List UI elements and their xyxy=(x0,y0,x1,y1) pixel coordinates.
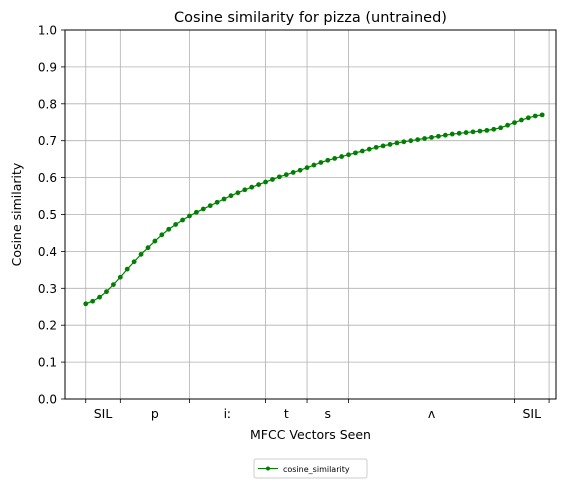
data-point xyxy=(525,115,531,121)
y-tick-label: 0.2 xyxy=(38,319,57,333)
data-point xyxy=(173,222,179,227)
data-point xyxy=(200,206,206,212)
y-tick-label: 0.6 xyxy=(38,171,57,185)
x-tick-label: t xyxy=(284,406,289,421)
y-tick-label: 0.4 xyxy=(38,245,57,259)
data-point xyxy=(159,232,165,238)
data-point xyxy=(297,167,303,173)
chart-title: Cosine similarity for pizza (untrained) xyxy=(174,10,447,26)
data-point xyxy=(242,187,248,193)
series-line xyxy=(85,114,543,305)
data-point xyxy=(491,126,497,132)
data-point xyxy=(325,157,331,163)
y-tick-label: 0.0 xyxy=(38,393,57,407)
data-point xyxy=(505,122,510,128)
legend-marker-swatch xyxy=(266,466,270,471)
data-point xyxy=(366,146,372,152)
data-point xyxy=(380,143,386,149)
data-point xyxy=(373,144,379,150)
data-point xyxy=(456,130,462,136)
x-tick-label: s xyxy=(325,406,332,421)
x-tick-label: ʌ xyxy=(428,406,436,421)
data-point xyxy=(346,152,351,158)
data-point xyxy=(311,162,317,168)
data-point xyxy=(152,238,158,244)
data-point xyxy=(436,133,441,139)
data-point xyxy=(187,213,192,219)
data-point xyxy=(83,301,89,307)
data-point xyxy=(228,193,234,199)
data-point xyxy=(442,132,448,138)
data-point xyxy=(477,128,483,134)
data-point xyxy=(283,172,289,178)
data-series xyxy=(83,112,545,307)
data-point xyxy=(145,245,151,251)
y-tick-label: 0.7 xyxy=(38,134,57,148)
data-point xyxy=(90,298,96,304)
data-point xyxy=(498,125,504,131)
data-point xyxy=(249,184,255,190)
data-point xyxy=(290,170,296,175)
data-point xyxy=(484,127,490,133)
data-point xyxy=(353,150,358,156)
data-point xyxy=(117,274,123,280)
x-axis-ticks: SIL p iː t s ʌ SIL xyxy=(85,399,550,421)
grid-lines xyxy=(65,29,556,400)
y-tick-label: 1.0 xyxy=(38,24,57,38)
data-point xyxy=(111,282,116,288)
x-tick-label: SIL xyxy=(522,406,541,421)
data-point xyxy=(304,165,310,171)
data-point xyxy=(429,134,434,140)
data-point xyxy=(97,294,102,300)
y-tick-label: 0.9 xyxy=(38,60,57,74)
data-point xyxy=(539,112,545,118)
data-point xyxy=(193,209,199,215)
legend: cosine_similarity xyxy=(253,458,368,479)
y-axis-ticks: 0.0 0.1 0.2 0.3 0.4 0.5 0.6 0.7 0.8 0.9 1.0 xyxy=(38,24,65,407)
data-point xyxy=(532,113,538,119)
data-point xyxy=(180,217,185,223)
data-point xyxy=(519,117,524,123)
y-tick-label: 0.1 xyxy=(38,356,57,370)
data-point xyxy=(408,138,414,144)
legend-label: cosine_similarity xyxy=(283,465,350,474)
data-point xyxy=(104,289,109,295)
data-point xyxy=(415,137,421,142)
data-point xyxy=(470,129,476,135)
data-point xyxy=(339,154,345,159)
data-point xyxy=(359,148,365,154)
y-axis-label: Cosine similarity xyxy=(9,162,24,266)
data-point xyxy=(387,141,393,147)
x-tick-label: SIL xyxy=(94,406,113,421)
data-point xyxy=(207,203,213,209)
x-tick-label: p xyxy=(151,406,159,421)
data-point xyxy=(449,131,455,137)
data-point xyxy=(214,199,220,205)
y-tick-label: 0.5 xyxy=(38,208,57,222)
x-axis-label: MFCC Vectors Seen xyxy=(250,427,371,442)
data-point xyxy=(394,140,400,146)
legend-box xyxy=(253,458,368,479)
data-point xyxy=(263,179,268,185)
data-point xyxy=(512,120,517,126)
data-point xyxy=(463,130,469,135)
data-point xyxy=(276,174,282,180)
y-tick-label: 0.8 xyxy=(38,97,57,111)
data-point xyxy=(166,226,172,232)
data-point xyxy=(235,190,241,196)
data-point xyxy=(256,182,262,188)
data-point xyxy=(270,177,275,182)
data-point xyxy=(124,266,130,272)
data-point xyxy=(138,251,144,257)
data-point xyxy=(131,259,137,265)
data-point xyxy=(422,136,428,141)
data-point xyxy=(318,160,324,165)
data-point xyxy=(401,139,407,145)
y-tick-label: 0.3 xyxy=(38,282,57,296)
x-tick-label: iː xyxy=(224,406,232,421)
data-point xyxy=(221,196,227,202)
data-point xyxy=(332,156,338,161)
